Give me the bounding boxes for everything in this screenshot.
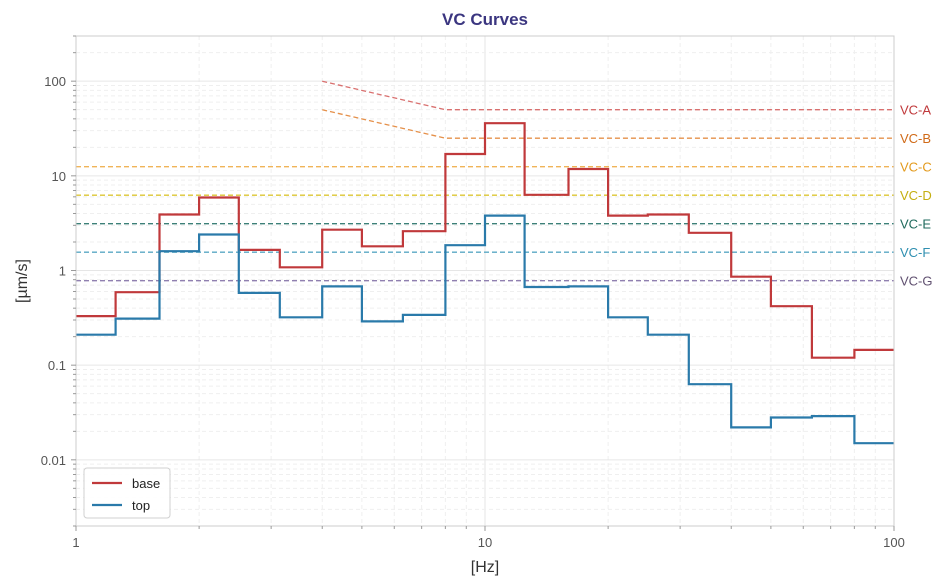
- vc-label-vc-d: VC-D: [900, 188, 932, 203]
- x-axis-label: [Hz]: [471, 559, 499, 576]
- series-line-base: [76, 122, 894, 359]
- y-tick-label: 1: [59, 263, 66, 278]
- legend: base top: [83, 467, 171, 519]
- y-tick-label: 10: [52, 169, 66, 184]
- y-tick-label: 0.01: [41, 453, 66, 468]
- data-series: [76, 122, 894, 445]
- vc-label-vc-c: VC-C: [900, 160, 932, 175]
- series-line-top: [76, 214, 894, 445]
- vc-reference-lines: [76, 80, 894, 282]
- y-tick-label: 0.1: [48, 358, 66, 373]
- vc-label-vc-a: VC-A: [900, 103, 931, 118]
- x-tick-label: 10: [478, 535, 492, 550]
- legend-label-base: base: [132, 476, 160, 491]
- chart-title: VC Curves: [442, 10, 528, 29]
- vc-label-vc-e: VC-E: [900, 217, 931, 232]
- y-tick-label: 100: [44, 74, 66, 89]
- vc-line-vc-a: [322, 80, 894, 111]
- vc-label-vc-b: VC-B: [900, 131, 931, 146]
- legend-label-top: top: [132, 498, 150, 513]
- x-tick-label: 100: [883, 535, 905, 550]
- x-tick-label: 1: [72, 535, 79, 550]
- x-axis-ticks: 1 10 100: [72, 526, 905, 550]
- vc-label-vc-f: VC-F: [900, 245, 930, 260]
- vc-line-vc-b: [322, 109, 894, 139]
- vc-label-vc-g: VC-G: [900, 274, 933, 289]
- y-axis-ticks: 0.01 0.1 1 10 100: [41, 35, 76, 527]
- y-axis-label: [µm/s]: [14, 259, 31, 303]
- vc-labels: VC-A VC-B VC-C VC-D VC-E VC-F VC-G: [900, 103, 933, 289]
